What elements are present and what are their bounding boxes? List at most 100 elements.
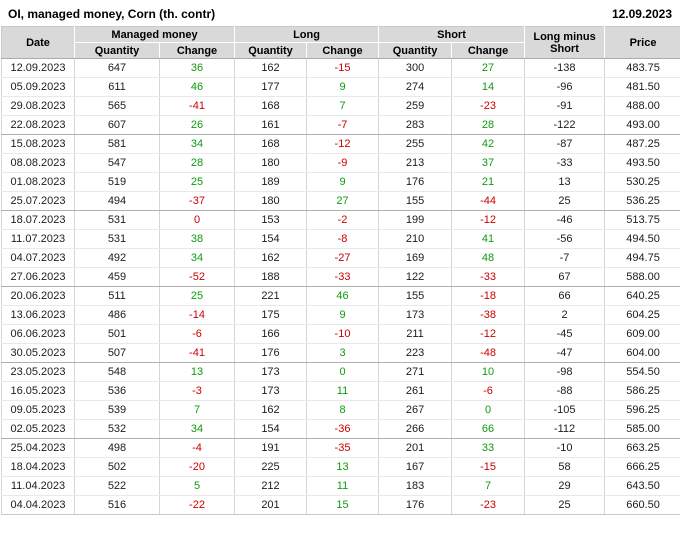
column-header-short-quantity: Quantity [378,42,453,59]
long-quantity-cell: 161 [234,115,307,135]
change-value: -48 [480,347,496,359]
price-cell: 513.75 [604,210,680,230]
mm-quantity-cell: 547 [74,153,160,173]
mm-quantity-cell: 532 [74,419,160,439]
short-change-cell: -48 [451,343,526,363]
mm-quantity-cell: 459 [74,267,160,287]
column-header-long-quantity: Quantity [234,42,307,59]
change-value: 10 [481,366,495,378]
short-quantity-cell: 223 [378,343,453,363]
long-quantity-cell: 162 [234,58,307,78]
date-cell: 11.07.2023 [1,229,75,249]
long-quantity-cell: 189 [234,172,307,192]
column-header-date: Date [1,26,75,59]
mm-quantity-cell: 507 [74,343,160,363]
mm-quantity-cell: 522 [74,476,160,496]
short-quantity-cell: 210 [378,229,453,249]
change-value: -12 [334,138,351,150]
short-quantity-cell: 283 [378,115,453,135]
mm-quantity-cell: 536 [74,381,160,401]
long-quantity-cell: 173 [234,381,307,401]
date-cell: 04.04.2023 [1,495,75,515]
change-value: 9 [339,176,346,188]
change-value: -33 [480,271,496,283]
long-minus-short-cell: -10 [524,438,606,458]
short-change-cell: -44 [451,191,526,211]
date-cell: 18.04.2023 [1,457,75,477]
mm-quantity-cell: 611 [74,77,160,97]
long-quantity-cell: 173 [234,362,307,382]
short-quantity-cell: 259 [378,96,453,116]
price-cell: 663.25 [604,438,680,458]
price-cell: 596.25 [604,400,680,420]
short-change-cell: 41 [451,229,526,249]
date-cell: 05.09.2023 [1,77,75,97]
column-header-short-change: Change [451,42,526,59]
mm-change-cell: 34 [159,248,235,268]
change-value: 34 [190,138,204,150]
long-minus-short-cell: -122 [524,115,606,135]
mm-change-cell: -3 [159,381,235,401]
change-value: -18 [480,290,496,302]
price-cell: 604.25 [604,305,680,325]
long-change-cell: 7 [305,96,380,116]
short-quantity-cell: 167 [378,457,453,477]
mm-change-cell: -52 [159,267,235,287]
date-cell: 08.08.2023 [1,153,75,173]
mm-change-cell: 7 [159,400,235,420]
long-minus-short-cell: 2 [524,305,606,325]
short-change-cell: 14 [451,77,526,97]
table-row: 04.07.2023 492 34 162 -27 169 48 -7 494.75 [1,248,680,268]
short-quantity-cell: 274 [378,77,453,97]
short-change-cell: 0 [451,400,526,420]
short-quantity-cell: 266 [378,419,453,439]
table-row: 25.07.2023 494 -37 180 27 155 -44 25 536.25 [1,191,680,211]
mm-change-cell: 25 [159,172,235,192]
table-row: 18.07.2023 531 0 153 -2 199 -12 -46 513.75 [1,210,680,230]
long-change-cell: 9 [305,305,380,325]
price-cell: 640.25 [604,286,680,306]
column-header-long-minus-short: Long minus Short [524,26,606,59]
change-value: -20 [189,461,205,473]
change-value: 5 [193,480,201,492]
long-minus-short-cell: -33 [524,153,606,173]
change-value: 28 [190,157,204,169]
short-quantity-cell: 176 [378,495,453,515]
mm-quantity-cell: 565 [74,96,160,116]
mm-change-cell: 28 [159,153,235,173]
table-row: 12.09.2023 647 36 162 -15 300 27 -138 483.75 [1,58,680,78]
table-row: 29.08.2023 565 -41 168 7 259 -23 -91 488.00 [1,96,680,116]
table-row: 20.06.2023 511 25 221 46 155 -18 66 640.25 [1,286,680,306]
change-value: 0 [339,366,346,378]
change-value: -15 [334,62,351,74]
short-change-cell: -23 [451,495,526,515]
long-change-cell: -27 [305,248,380,268]
change-value: -36 [334,423,351,435]
long-change-cell: 11 [305,476,380,496]
long-quantity-cell: 225 [234,457,307,477]
price-cell: 666.25 [604,457,680,477]
short-change-cell: 10 [451,362,526,382]
long-change-cell: -33 [305,267,380,287]
mm-change-cell: 34 [159,134,235,154]
change-value: -10 [334,328,351,340]
mm-quantity-cell: 531 [74,210,160,230]
data-table: Date Managed money Long Short Long minus… [1,26,680,515]
change-value: 21 [481,176,495,188]
report-date: 12.09.2023 [611,7,672,21]
long-minus-short-cell: -87 [524,134,606,154]
date-cell: 06.06.2023 [1,324,75,344]
change-value: -35 [334,442,351,454]
short-change-cell: 37 [451,153,526,173]
mm-change-cell: 34 [159,419,235,439]
long-quantity-cell: 221 [234,286,307,306]
date-cell: 25.04.2023 [1,438,75,458]
price-cell: 481.50 [604,77,680,97]
mm-quantity-cell: 494 [74,191,160,211]
change-value: 25 [190,290,204,302]
mm-change-cell: -20 [159,457,235,477]
change-value: 25 [190,176,204,188]
mm-change-cell: 5 [159,476,235,496]
table-header: Date Managed money Long Short Long minus… [1,26,680,59]
long-minus-short-cell: 25 [524,495,606,515]
